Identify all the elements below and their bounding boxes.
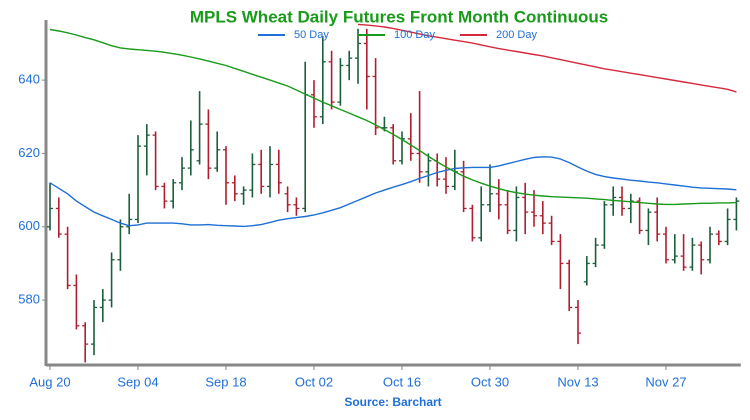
legend-label: 50 Day (294, 29, 329, 41)
y-tick-label: 580 (18, 292, 40, 307)
ma-line (357, 23, 737, 93)
x-tick-label: Oct 02 (295, 374, 333, 389)
y-tick-label: 620 (18, 145, 40, 160)
legend-label: 200 Day (496, 29, 537, 41)
x-tick-label: Nov 27 (645, 374, 686, 389)
legend-label: 100 Day (394, 29, 435, 41)
source: Source: Barchart (344, 395, 441, 409)
ma-line (49, 28, 737, 206)
x-tick-label: Aug 20 (29, 374, 70, 389)
x-tick-label: Nov 13 (557, 374, 598, 389)
x-tick-label: Sep 18 (205, 374, 246, 389)
ma-line (49, 156, 737, 228)
x-tick-label: Oct 30 (471, 374, 509, 389)
x-tick-label: Oct 16 (383, 374, 421, 389)
chart-title: MPLS Wheat Daily Futures Front Month Con… (190, 7, 608, 26)
x-tick-label: Sep 04 (117, 374, 158, 389)
y-tick-label: 600 (18, 218, 40, 233)
y-tick-label: 640 (18, 72, 40, 87)
